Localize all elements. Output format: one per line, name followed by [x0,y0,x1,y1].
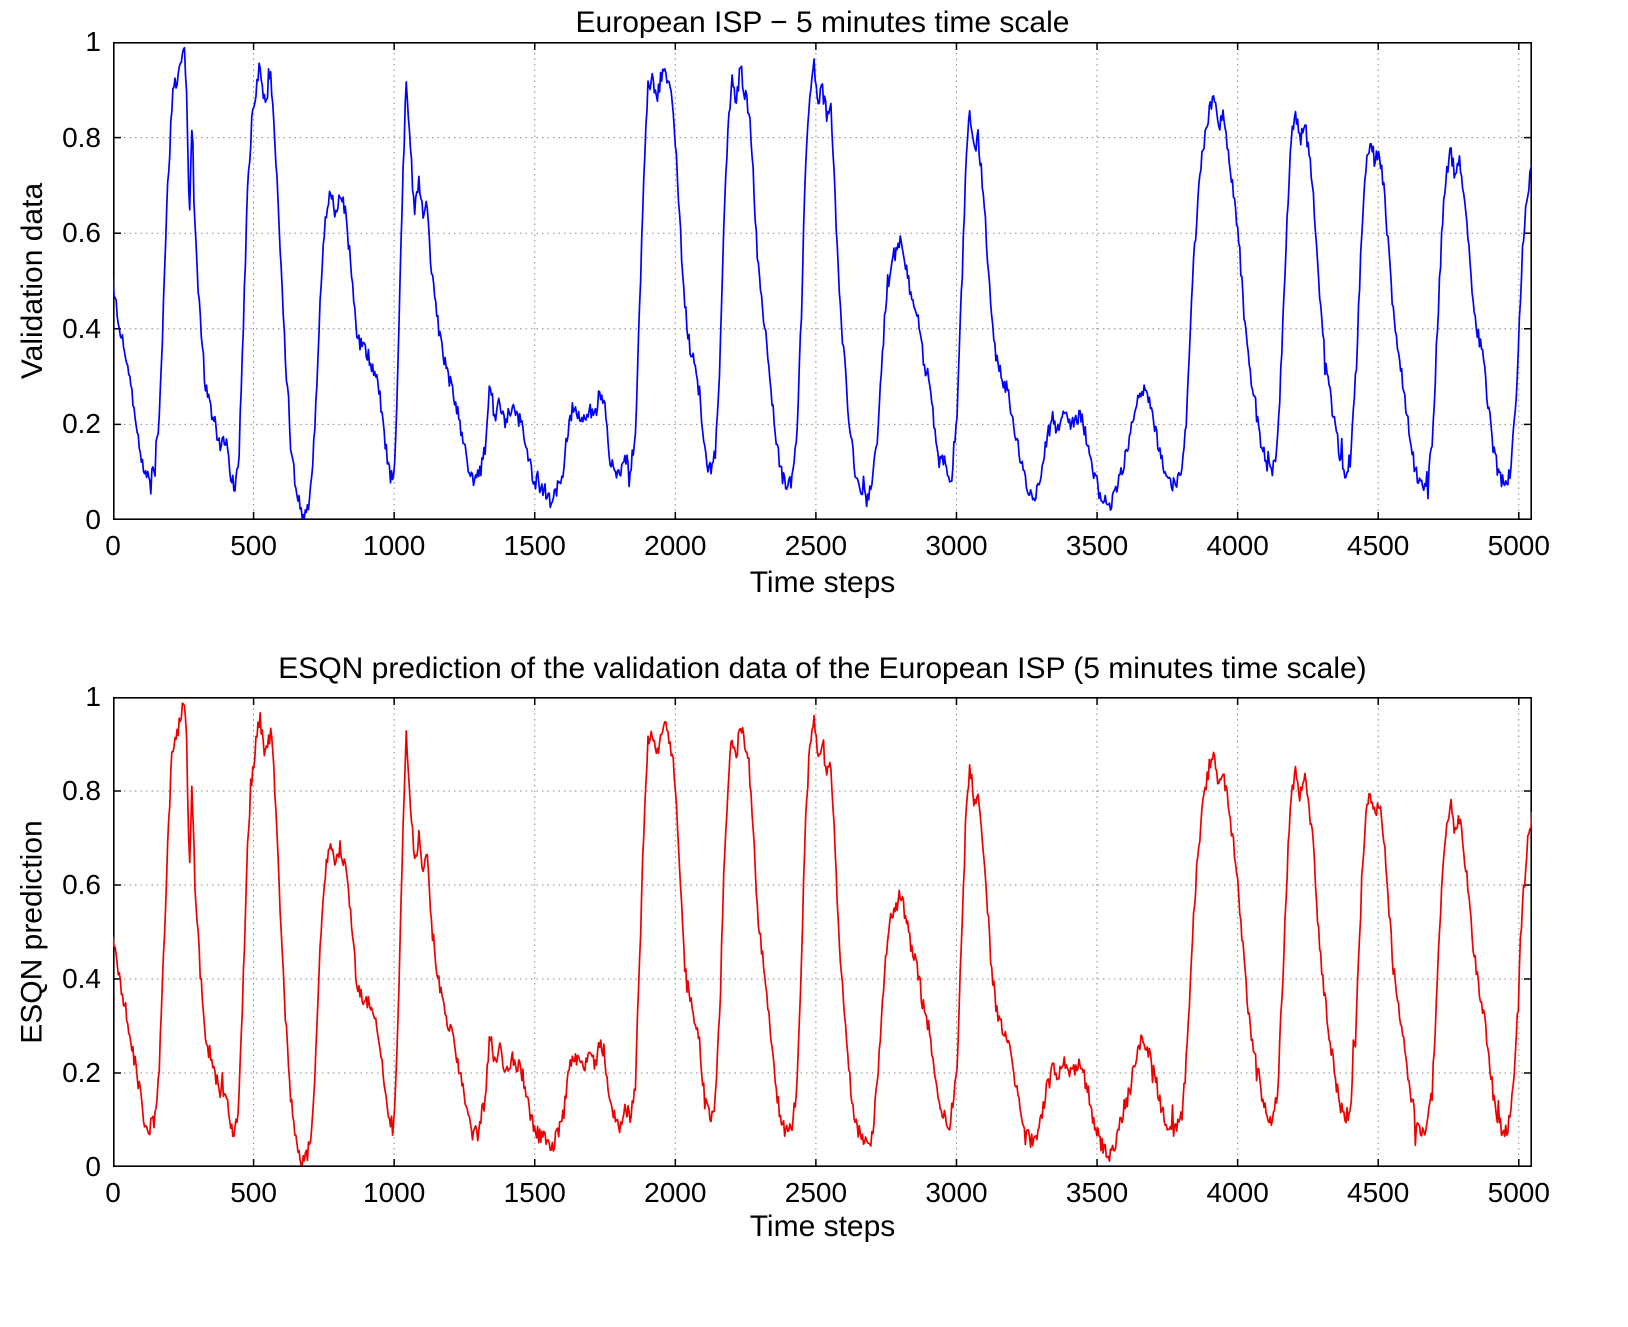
x-tick-label: 3000 [925,530,988,561]
x-tick-label: 2500 [784,530,848,561]
y-axis-label-text: ESQN prediction [16,820,49,1044]
x-tick-label: 4500 [1347,1177,1410,1208]
x-tick-label: 1000 [363,530,426,561]
plot-area [113,697,1532,1167]
x-tick-label: 1500 [503,530,566,561]
y-axis-label-text: Validation data [16,182,50,380]
y-tick-label: 0.2 [62,408,101,440]
x-tick-label: 4500 [1347,530,1410,561]
x-tick-label: 500 [230,1177,277,1208]
y-tick-label: 0.6 [62,217,101,249]
y-tick-label: 0 [85,1151,101,1182]
x-tick-label: 3500 [1065,530,1129,561]
chart-title: ESQN prediction of the validation data o… [278,652,1367,685]
x-axis-label: Time steps [749,1210,896,1243]
x-tick-label: 3500 [1065,1177,1129,1208]
plot-area [113,42,1532,520]
x-tick-label: 500 [230,530,277,561]
x-tick-label: 3000 [925,1177,988,1208]
x-tick-label: 5000 [1487,530,1550,561]
x-tick-label: 1500 [503,1177,566,1208]
x-tick-label: 1000 [363,1177,426,1208]
y-tick-label: 0.8 [62,121,101,153]
x-tick-label: 2500 [784,1177,848,1208]
y-tick-label: 1 [85,26,101,57]
x-tick-label: 4000 [1206,1177,1269,1208]
x-tick-label: 0 [105,530,121,561]
y-tick-label: 0.8 [62,775,101,806]
x-tick-label: 2000 [644,530,707,561]
y-tick-label: 1 [85,681,101,712]
y-tick-label: 0.4 [62,963,101,994]
x-tick-label: 4000 [1206,530,1269,561]
x-tick-label: 0 [105,1177,121,1208]
chart-title: European ISP − 5 minutes time scale [575,6,1070,39]
x-tick-label: 2000 [644,1177,707,1208]
x-axis-label: Time steps [749,566,896,599]
y-tick-label: 0.6 [62,869,101,900]
y-axis-label: ESQN prediction [10,697,56,1167]
y-tick-label: 0.2 [62,1057,101,1088]
y-axis-label: Validation data [10,42,56,520]
y-tick-label: 0 [85,504,101,535]
x-tick-label: 5000 [1487,1177,1550,1208]
y-tick-label: 0.4 [62,312,101,344]
